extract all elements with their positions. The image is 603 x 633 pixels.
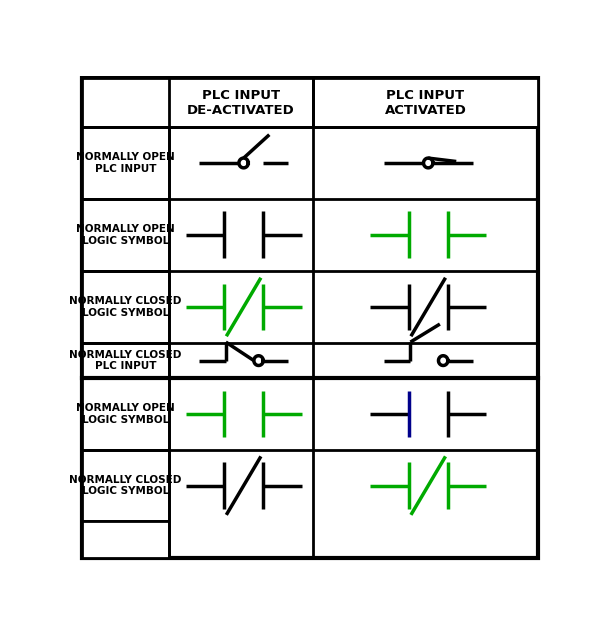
Text: PLC INPUT
ACTIVATED: PLC INPUT ACTIVATED [385,89,466,116]
FancyBboxPatch shape [83,78,538,127]
FancyBboxPatch shape [83,450,169,522]
Text: NORMALLY CLOSED
LOGIC SYMBOL: NORMALLY CLOSED LOGIC SYMBOL [69,475,182,496]
Text: PLC INPUT
DE-ACTIVATED: PLC INPUT DE-ACTIVATED [187,89,295,116]
Text: NORMALLY OPEN
PLC INPUT: NORMALLY OPEN PLC INPUT [76,152,175,174]
Text: NORMALLY CLOSED
PLC INPUT: NORMALLY CLOSED PLC INPUT [69,350,182,372]
FancyBboxPatch shape [169,78,313,127]
FancyBboxPatch shape [83,127,169,199]
FancyBboxPatch shape [83,271,169,343]
FancyBboxPatch shape [83,343,169,378]
FancyBboxPatch shape [83,522,169,558]
FancyBboxPatch shape [83,378,169,450]
Text: NORMALLY CLOSED
LOGIC SYMBOL: NORMALLY CLOSED LOGIC SYMBOL [69,296,182,318]
FancyBboxPatch shape [83,78,538,558]
Text: NORMALLY OPEN
LOGIC SYMBOL: NORMALLY OPEN LOGIC SYMBOL [76,224,175,246]
FancyBboxPatch shape [313,78,538,127]
FancyBboxPatch shape [83,199,169,271]
Text: NORMALLY OPEN
LOGIC SYMBOL: NORMALLY OPEN LOGIC SYMBOL [76,403,175,425]
